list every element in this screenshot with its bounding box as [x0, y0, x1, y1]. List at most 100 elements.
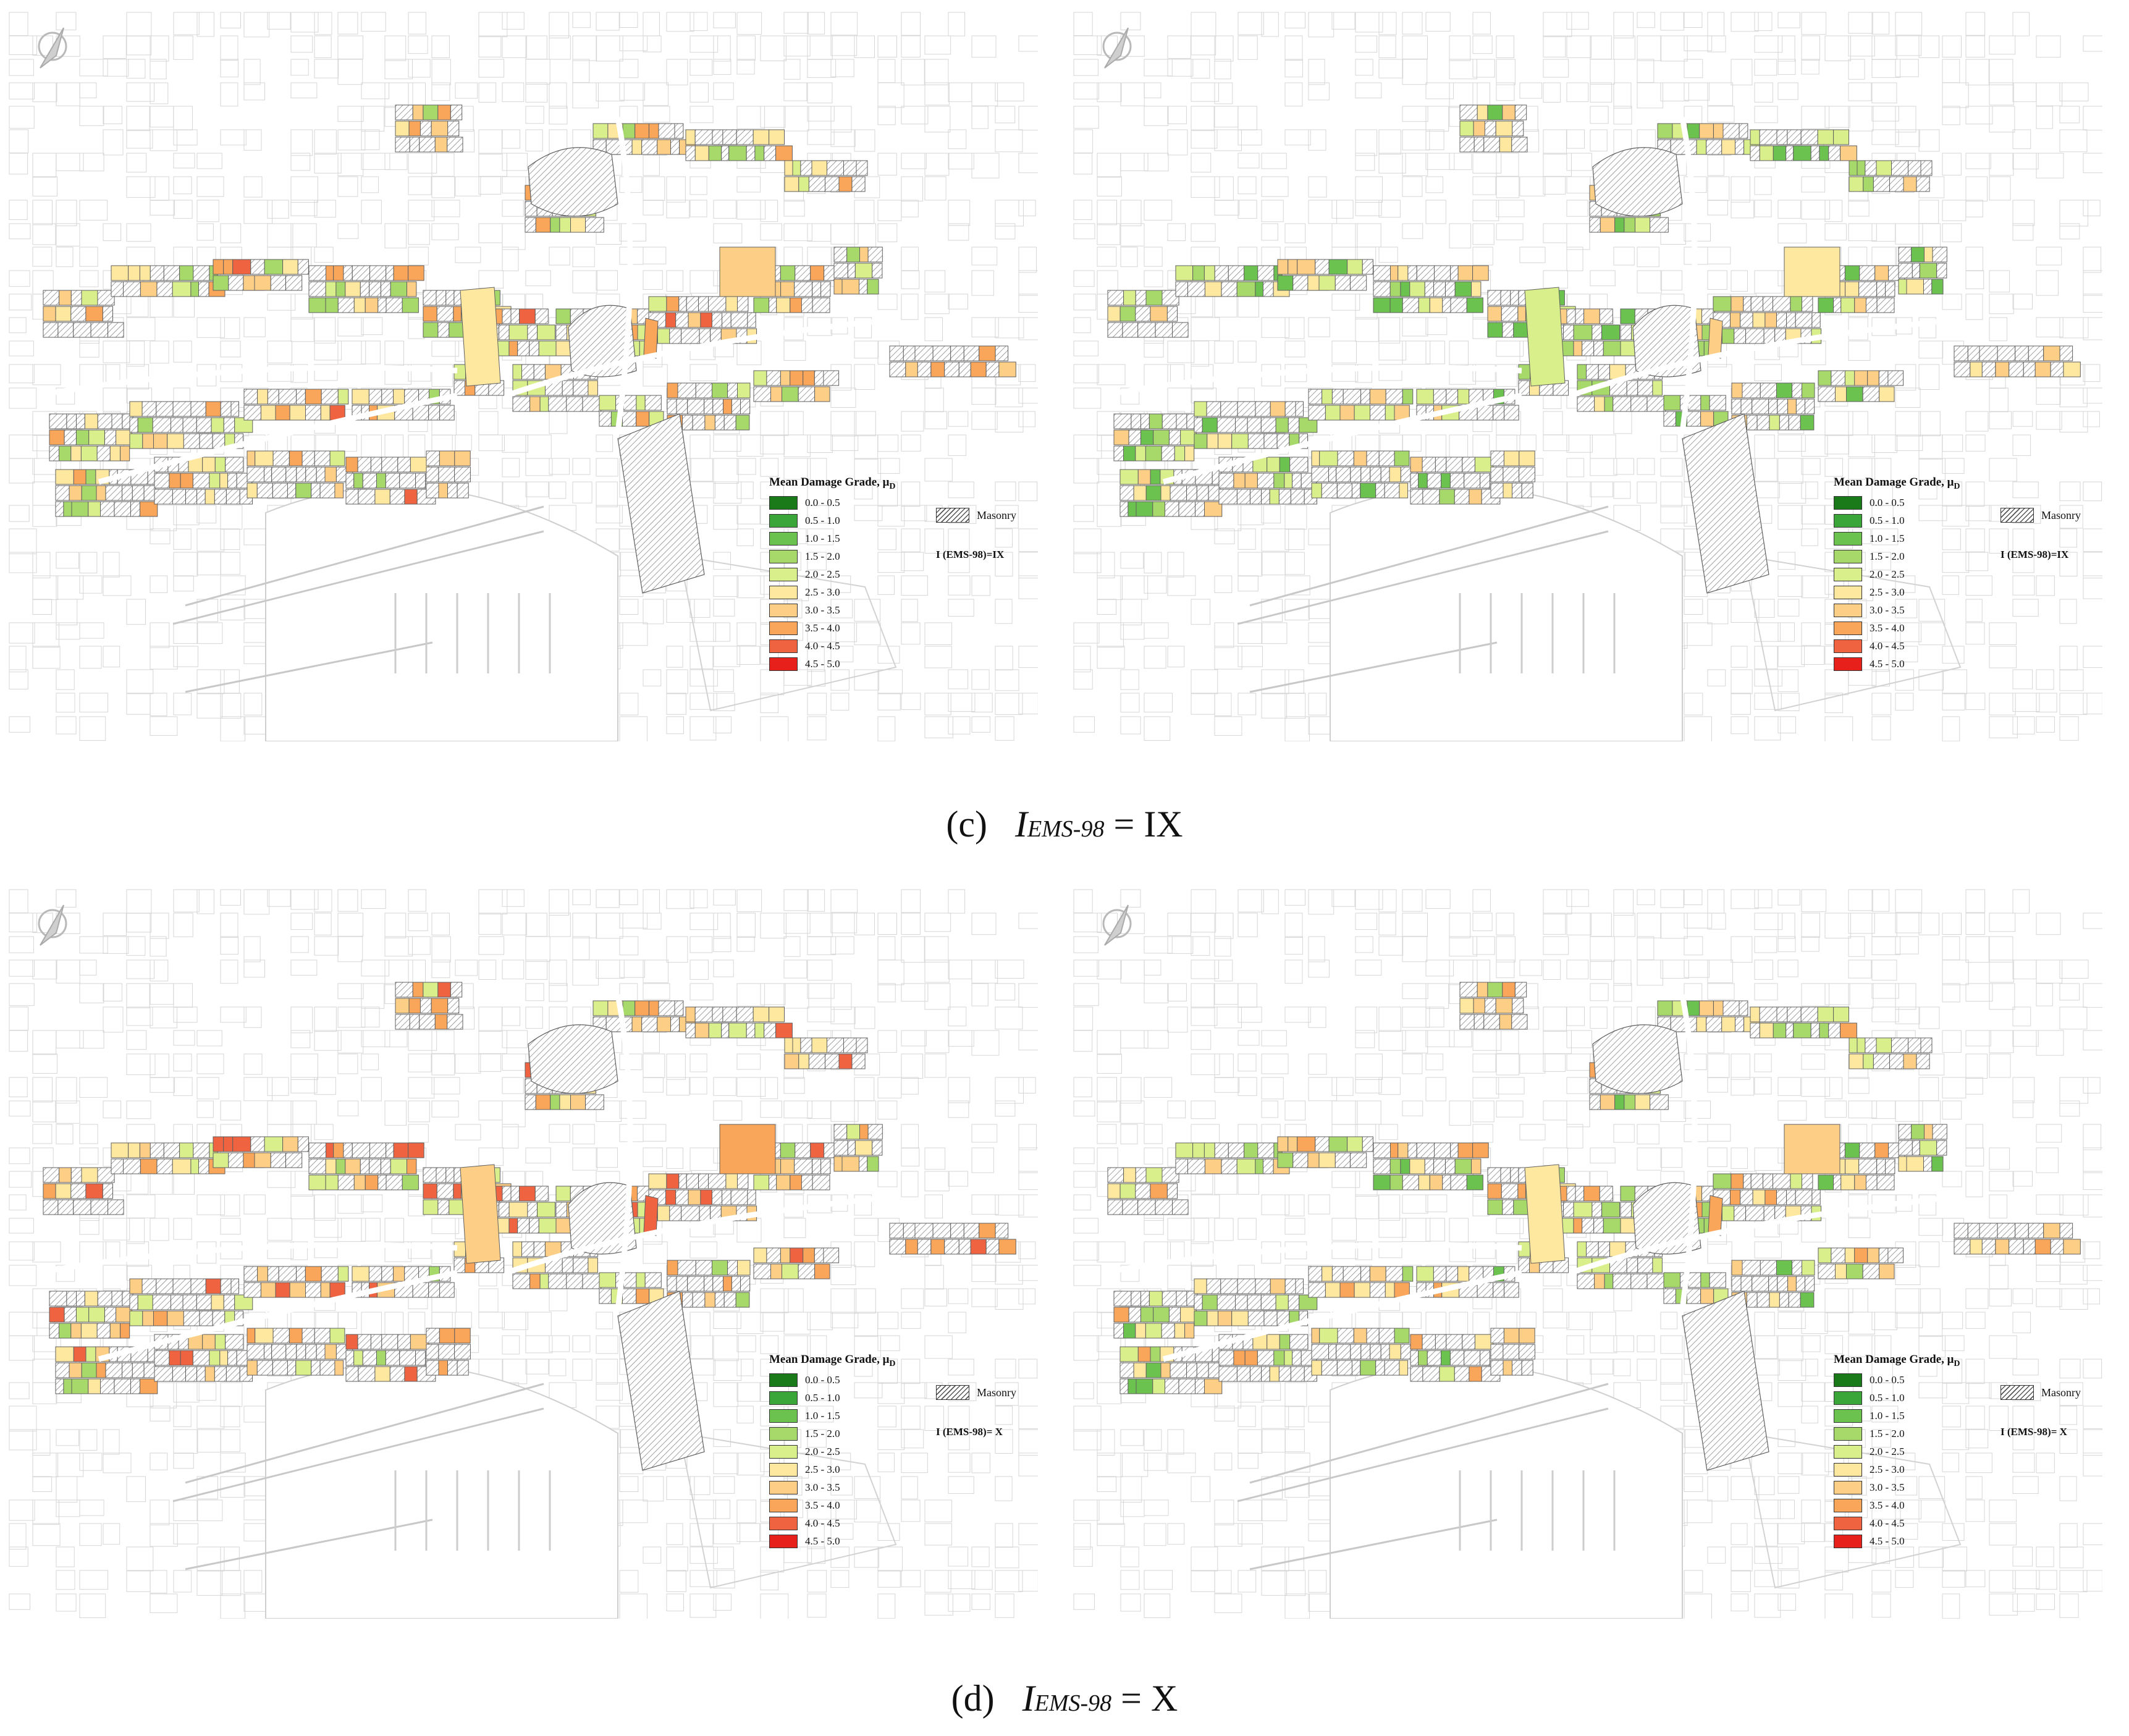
masonry-label: Masonry	[977, 508, 1016, 521]
background-building	[854, 1194, 872, 1216]
masonry-building	[1828, 145, 1841, 161]
masonry-building	[156, 1158, 173, 1174]
background-building	[1073, 528, 1102, 554]
background-building	[901, 1382, 927, 1399]
background-building	[1989, 35, 2016, 55]
background-building	[1684, 223, 1711, 242]
damaged-building	[1635, 217, 1651, 233]
background-building	[1871, 129, 1899, 145]
background-building	[1097, 1077, 1117, 1103]
background-building	[971, 1546, 990, 1567]
masonry-building	[150, 265, 164, 281]
masonry-building	[1427, 473, 1441, 489]
background-building	[1824, 458, 1843, 477]
background-building	[1237, 889, 1264, 912]
background-building	[103, 35, 127, 59]
damaged-building	[1145, 485, 1161, 501]
background-building	[1754, 458, 1777, 482]
background-building	[337, 317, 364, 337]
background-building	[1191, 1194, 1220, 1218]
masonry-building	[1166, 306, 1178, 322]
background-building	[549, 82, 567, 109]
masonry-building	[1194, 417, 1203, 433]
background-building	[948, 223, 969, 241]
background-building	[1144, 552, 1162, 574]
damaged-building	[393, 265, 409, 281]
damaged-building	[247, 450, 256, 466]
background-building	[126, 1053, 156, 1076]
background-building	[1472, 1077, 1499, 1098]
background-building	[1777, 669, 1798, 692]
background-building	[807, 646, 825, 672]
damaged-building	[345, 457, 358, 473]
masonry-label: Masonry	[2041, 508, 2081, 521]
damaged-building	[55, 469, 74, 485]
background-building	[948, 599, 974, 617]
masonry-building	[345, 1366, 359, 1382]
background-building	[1613, 458, 1634, 475]
background-building	[478, 912, 502, 935]
background-building	[1543, 1312, 1569, 1329]
masonry-building	[1462, 457, 1475, 473]
damaged-building	[137, 1294, 153, 1310]
background-building	[267, 1100, 293, 1125]
masonry-building	[1483, 137, 1500, 153]
background-building	[1707, 12, 1725, 36]
background-building	[9, 82, 35, 99]
background-building	[56, 153, 84, 171]
background-building	[1018, 411, 1035, 428]
masonry-building	[1898, 263, 1913, 279]
masonry-building	[55, 1362, 70, 1378]
background-building	[478, 889, 508, 915]
damaged-building	[88, 1307, 105, 1323]
masonry-building	[447, 1014, 463, 1030]
background-building	[9, 622, 35, 644]
masonry-building	[247, 1344, 264, 1360]
background-building	[596, 1312, 613, 1329]
background-building	[643, 669, 662, 686]
masonry-building	[49, 413, 67, 429]
masonry-building	[122, 1362, 133, 1378]
damaged-building	[1731, 296, 1744, 312]
background-building	[1684, 622, 1713, 646]
background-building	[9, 12, 28, 36]
background-building	[267, 12, 291, 30]
masonry-building	[1218, 489, 1237, 505]
background-building	[760, 434, 785, 455]
masonry-building	[1646, 396, 1666, 412]
damaged-building	[374, 489, 390, 505]
background-building	[79, 936, 108, 954]
background-building	[361, 1194, 383, 1213]
masonry-building	[1366, 450, 1380, 466]
damaged-building	[1800, 415, 1815, 431]
background-building	[1449, 340, 1469, 366]
masonry-building	[736, 129, 754, 145]
masonry-building	[692, 1292, 706, 1308]
background-building	[1308, 936, 1325, 963]
masonry-building	[73, 1199, 91, 1215]
background-building	[877, 1429, 905, 1451]
background-building	[736, 1077, 766, 1097]
background-building	[807, 129, 835, 145]
masonry-building	[1343, 389, 1362, 405]
legend-swatch	[769, 1481, 798, 1494]
background-building	[1120, 82, 1145, 106]
background-building	[2012, 1077, 2035, 1103]
masonry-building	[699, 328, 711, 344]
background-building	[2059, 1077, 2088, 1104]
background-building	[689, 889, 708, 909]
background-building	[290, 1077, 318, 1093]
background-building	[79, 552, 98, 574]
damaged-building	[202, 1334, 216, 1350]
damaged-building	[254, 1152, 271, 1168]
background-building	[408, 364, 431, 382]
background-building	[1895, 12, 1923, 36]
background-building	[1496, 1100, 1524, 1118]
background-building	[79, 270, 99, 287]
masonry-building	[737, 296, 749, 312]
masonry-building	[1137, 322, 1156, 338]
damaged-building	[247, 1328, 256, 1344]
background-building	[924, 528, 944, 554]
background-building	[995, 716, 1014, 741]
background-building	[901, 411, 924, 432]
